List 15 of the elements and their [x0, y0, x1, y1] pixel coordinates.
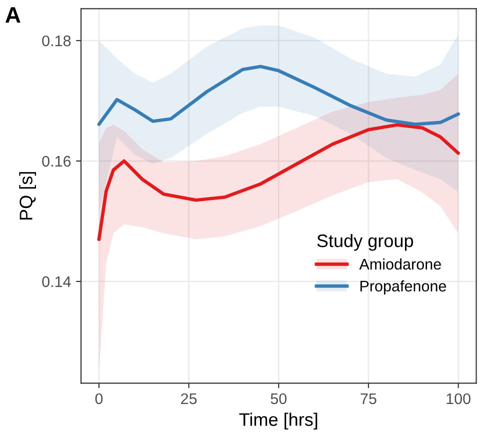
x-axis-title: Time [hrs] — [239, 412, 318, 430]
legend-title: Study group — [317, 234, 414, 251]
text: A — [5, 7, 20, 23]
x-tick-label: 50 — [270, 393, 287, 404]
legend-label: Amiodarone — [359, 258, 441, 270]
y-tick-label: 0.14 — [42, 276, 71, 288]
y-axis-title: PQ [s] — [19, 172, 36, 220]
x-tick-label: 75 — [360, 393, 376, 404]
y-tick-label: 0.18 — [42, 35, 71, 46]
x-tick-label: 0 — [95, 393, 103, 404]
line-series — [97, 64, 460, 126]
x-tick-label: 25 — [181, 393, 197, 404]
legend-label: Propafenone — [360, 280, 446, 295]
x-tick-label: 100 — [446, 393, 470, 404]
y-tick-label: 0.16 — [42, 156, 71, 167]
